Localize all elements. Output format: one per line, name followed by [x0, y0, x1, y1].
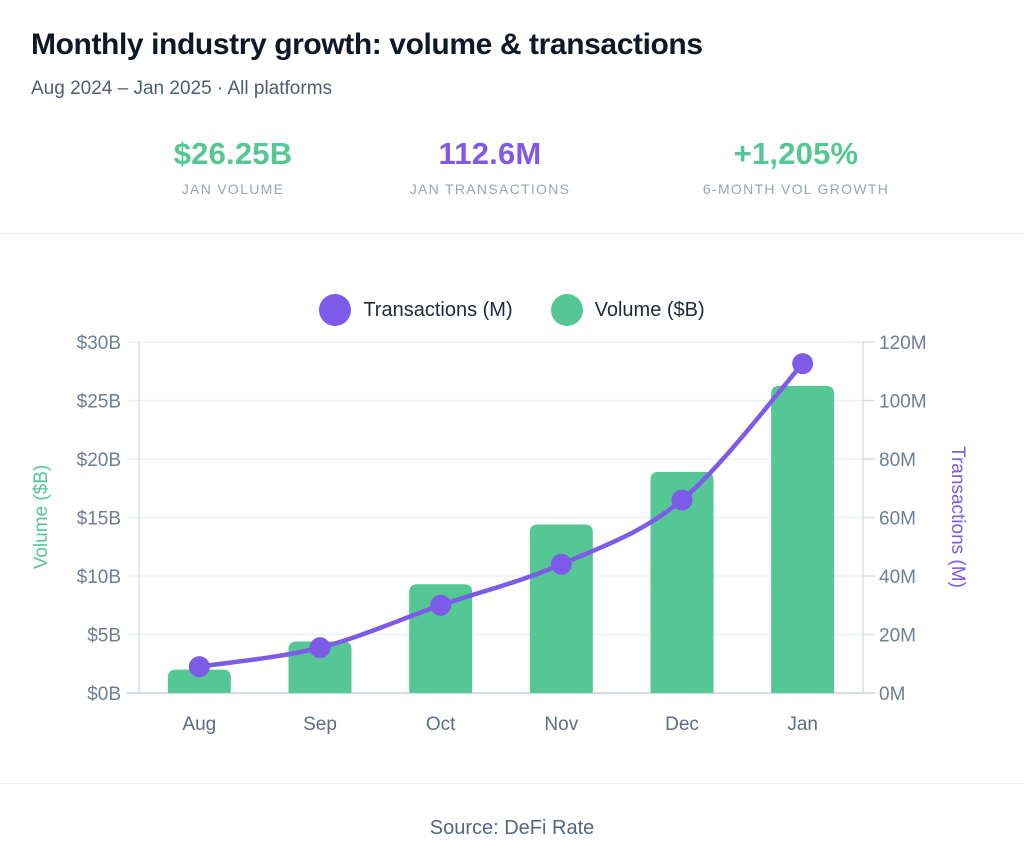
page-title: Monthly industry growth: volume & transa… — [31, 28, 703, 61]
transactions-point-jan — [792, 353, 814, 375]
transactions-point-nov — [550, 553, 572, 575]
volume-bar-oct — [409, 584, 473, 693]
stat-jan-transactions-value: 112.6M — [438, 136, 542, 171]
svg-text:$5B: $5B — [87, 626, 121, 647]
footer-divider — [0, 783, 1024, 784]
volume-bar-dec — [650, 471, 714, 693]
stat-jan-volume: $26.25B JAN VOLUME — [174, 136, 293, 197]
volume-bar-jan — [771, 385, 835, 693]
transactions-line — [197, 361, 805, 669]
svg-text:Jan: Jan — [787, 714, 818, 735]
transactions-point-oct — [430, 594, 452, 616]
legend-item-volume: Volume ($B) — [550, 294, 705, 326]
legend-label-volume: Volume ($B) — [594, 298, 705, 321]
svg-text:$10B: $10B — [77, 567, 121, 588]
y-gridlines — [127, 341, 863, 636]
volume-bar-aug — [167, 669, 231, 693]
stat-vol-growth-value: +1,205% — [733, 136, 859, 171]
stat-jan-transactions-label: JAN TRANSACTIONS — [409, 181, 571, 197]
axes — [127, 341, 875, 694]
svg-text:Sep: Sep — [303, 714, 337, 735]
svg-text:Aug: Aug — [182, 714, 216, 735]
stat-jan-volume-value: $26.25B — [173, 136, 293, 171]
header-divider — [0, 233, 1024, 234]
transactions-point-dec — [671, 489, 693, 511]
stat-vol-growth-label: 6-MONTH VOL GROWTH — [702, 181, 890, 197]
svg-text:$20B: $20B — [77, 450, 121, 471]
svg-text:Nov: Nov — [544, 714, 578, 735]
svg-text:60M: 60M — [879, 509, 916, 530]
svg-text:0M: 0M — [879, 684, 905, 705]
volume-bar-sep — [288, 641, 352, 693]
source-note: Source: DeFi Rate — [429, 817, 595, 839]
page-subtitle: Aug 2024 – Jan 2025 · All platforms — [31, 78, 333, 99]
transactions-point-sep — [309, 637, 331, 659]
svg-text:80M: 80M — [879, 450, 916, 471]
y-axis-title-volume: Volume ($B) — [31, 465, 52, 570]
transactions-legend-dot-icon — [319, 294, 352, 326]
volume-bar-nov — [529, 524, 593, 693]
y-axis-left-labels: $0B $5B $10B $15B $20B $25B $30B — [77, 333, 121, 705]
svg-text:$25B: $25B — [77, 392, 121, 413]
stat-vol-growth: +1,205% 6-MONTH VOL GROWTH — [703, 136, 889, 197]
legend-label-transactions: Transactions (M) — [363, 298, 513, 321]
y-axis-title-transactions: Transactions (M) — [947, 446, 968, 588]
svg-text:$15B: $15B — [77, 509, 121, 530]
stat-jan-volume-label: JAN VOLUME — [181, 181, 285, 197]
transactions-points — [188, 353, 814, 678]
volume-legend-dot-icon — [550, 294, 583, 326]
svg-text:$0B: $0B — [87, 684, 121, 705]
svg-text:20M: 20M — [879, 626, 916, 647]
y-axis-right-labels: 0M 20M 40M 60M 80M 100M 120M — [879, 333, 927, 705]
stat-jan-transactions: 112.6M JAN TRANSACTIONS — [410, 136, 571, 197]
svg-text:$30B: $30B — [77, 333, 121, 354]
svg-text:40M: 40M — [879, 567, 916, 588]
chart-legend: Transactions (M) Volume ($B) — [0, 294, 1024, 326]
x-axis-labels: Aug Sep Oct Nov Dec Jan — [182, 714, 818, 735]
svg-text:Dec: Dec — [665, 714, 699, 735]
legend-item-transactions: Transactions (M) — [319, 294, 513, 326]
svg-text:100M: 100M — [879, 392, 927, 413]
svg-text:Oct: Oct — [426, 714, 456, 735]
transactions-point-aug — [188, 656, 210, 678]
volume-bars — [167, 385, 835, 693]
svg-text:120M: 120M — [879, 333, 927, 354]
